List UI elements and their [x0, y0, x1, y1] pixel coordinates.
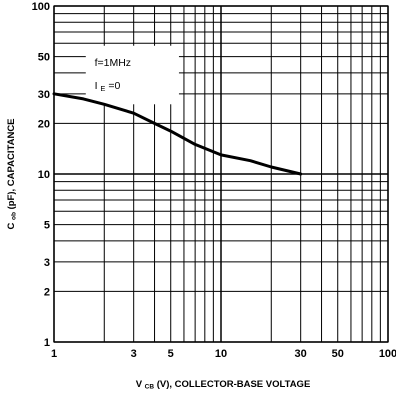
- annotation-emitter-current: I E =0: [95, 80, 121, 94]
- x-axis-label-rest: (V), COLLECTOR-BASE VOLTAGE: [157, 379, 311, 390]
- annotation-background: [85, 45, 179, 105]
- x-tick-label: 5: [168, 348, 174, 360]
- y-tick-labels: 1 2 3 5 10 20 30 50 100: [32, 1, 50, 349]
- x-tick-label: 100: [379, 348, 396, 360]
- y-axis-label: C ob (pF), CAPACITANCE: [6, 118, 19, 229]
- y-tick-label: 2: [44, 286, 50, 298]
- y-axis-label-sub: ob: [11, 212, 18, 220]
- y-tick-label: 3: [44, 257, 50, 269]
- y-tick-label: 30: [38, 89, 50, 101]
- x-axis-label: V CB (V), COLLECTOR-BASE VOLTAGE: [136, 379, 311, 392]
- annotation-box: f=1MHz I E =0: [85, 45, 179, 105]
- y-axis-label-main: C: [6, 223, 17, 230]
- y-tick-label: 50: [38, 52, 50, 64]
- y-axis-label-rest: (pF), CAPACITANCE: [6, 118, 17, 209]
- x-tick-label: 50: [332, 348, 344, 360]
- y-tick-label: 5: [44, 220, 50, 232]
- y-tick-label: 10: [38, 169, 50, 181]
- x-tick-label: 1: [51, 348, 57, 360]
- x-axis-label-main: V: [136, 379, 143, 390]
- x-tick-label: 10: [215, 348, 227, 360]
- series-line-0: [52, 92, 303, 176]
- x-tick-labels: 1 3 5 10 30 50 100: [51, 348, 396, 360]
- x-tick-label: 3: [131, 348, 137, 360]
- y-tick-label: 20: [38, 118, 50, 130]
- y-tick-label: 1: [44, 337, 50, 349]
- annotation-frequency: f=1MHz: [95, 57, 131, 69]
- annotation-emitter-current-main: I: [95, 80, 98, 92]
- y-tick-label: 100: [32, 1, 50, 13]
- plot-frame: [53, 5, 389, 343]
- annotation-emitter-current-rest: =0: [108, 80, 120, 92]
- x-tick-label: 30: [295, 348, 307, 360]
- series-layer: [52, 92, 303, 176]
- annotation-emitter-current-sub: E: [100, 84, 105, 93]
- x-axis-label-sub: CB: [145, 384, 155, 391]
